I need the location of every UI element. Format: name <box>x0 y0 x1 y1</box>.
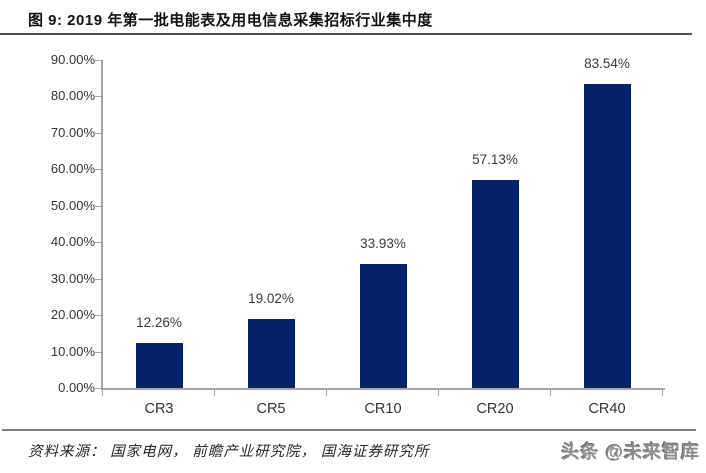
bar <box>359 264 407 388</box>
y-axis-tick-label: 50.00% <box>50 197 95 213</box>
x-axis-tick <box>662 390 663 396</box>
y-axis-tick-label: 10.00% <box>50 343 95 359</box>
bar <box>247 318 295 388</box>
y-axis-line <box>101 60 103 390</box>
bar-chart: 0.00% 10.00% 20.00% 30.00% 40.00% 50.00% 60.00… <box>0 40 706 425</box>
y-axis-tick <box>95 278 101 280</box>
x-axis-tick <box>326 390 327 396</box>
y-axis-tick <box>95 242 101 244</box>
x-axis-tick <box>214 390 215 396</box>
y-axis-tick <box>95 60 101 61</box>
y-axis-tick-label: 20.00% <box>50 307 95 323</box>
bar-value-label: 57.13% <box>472 151 518 167</box>
bar <box>471 179 519 388</box>
y-axis-tick <box>95 388 101 389</box>
title-divider <box>0 33 692 35</box>
x-axis-line <box>101 388 665 390</box>
y-axis-tick-label: 60.00% <box>50 161 95 177</box>
bar-value-label: 12.26% <box>136 315 182 331</box>
footer-divider <box>2 429 696 431</box>
bar-value-label: 83.54% <box>584 55 630 71</box>
y-axis-tick <box>95 132 101 134</box>
y-axis-tick-label: 40.00% <box>50 234 95 250</box>
watermark: 头条 @未来智库 <box>561 442 700 462</box>
x-category-label: CR20 <box>476 401 514 417</box>
bar <box>135 343 183 388</box>
x-category-label: CR40 <box>588 401 626 417</box>
source-note: 资料来源： 国家电网， 前瞻产业研究院， 国海证券研究所 <box>28 444 430 460</box>
y-axis-tick <box>95 96 101 98</box>
x-category-label: CR5 <box>256 401 286 417</box>
x-axis-tick <box>438 390 439 396</box>
x-axis-tick <box>550 390 551 396</box>
y-axis-tick-label: 70.00% <box>50 124 95 140</box>
y-axis-tick <box>95 351 101 353</box>
bar <box>583 83 631 388</box>
y-axis-tick <box>95 315 101 317</box>
y-axis-tick-label: 80.00% <box>50 88 95 104</box>
y-axis-tick <box>95 169 101 171</box>
x-axis-tick <box>102 390 103 396</box>
x-category-label: CR3 <box>144 401 174 417</box>
bar-value-label: 33.93% <box>360 236 406 252</box>
y-axis-tick-label: 0.00% <box>58 380 95 395</box>
figure-title: 图 9: 2019 年第一批电能表及用电信息采集招标行业集中度 <box>28 12 433 29</box>
bar-value-label: 19.02% <box>248 290 294 306</box>
y-axis-tick-label: 30.00% <box>50 270 95 286</box>
y-axis-tick <box>95 205 101 207</box>
x-category-label: CR10 <box>364 401 402 417</box>
y-axis-tick-label: 90.00% <box>50 52 95 67</box>
